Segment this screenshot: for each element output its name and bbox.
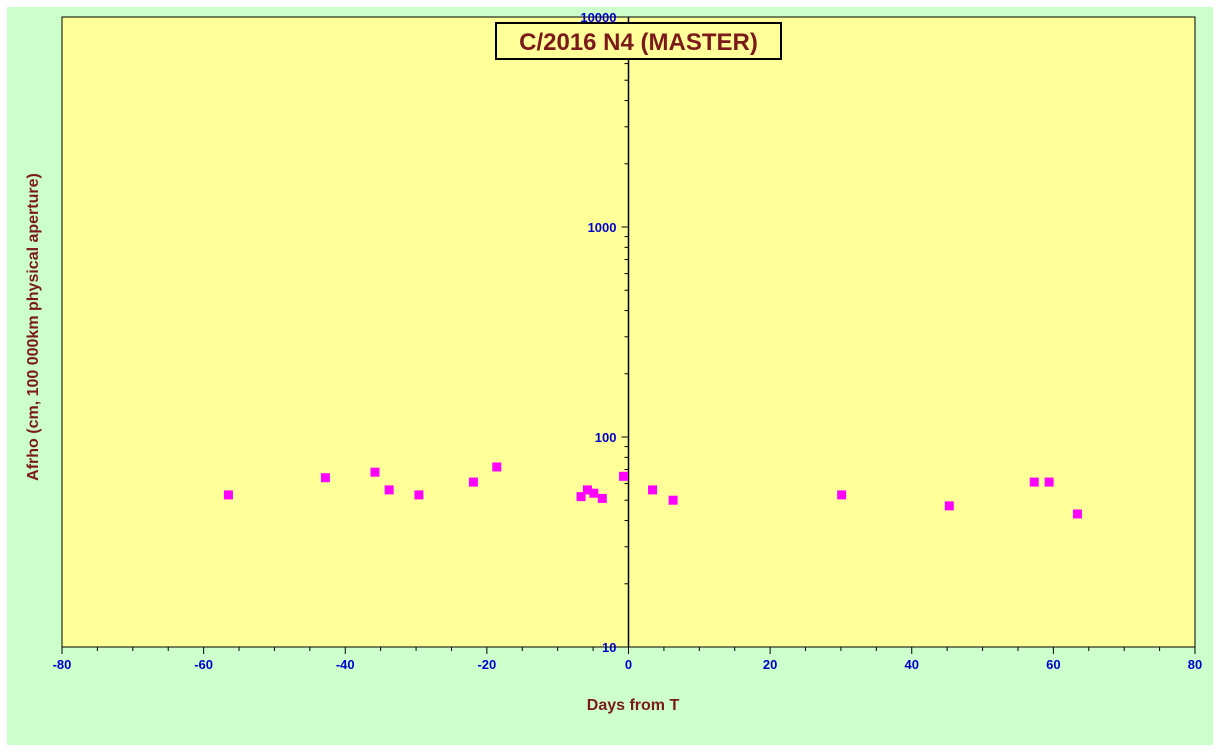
data-point [582,485,592,495]
data-point [576,492,586,502]
y-tick-label: 10 [602,640,616,655]
x-tick-label: -20 [477,657,496,672]
data-point [668,495,678,505]
data-point [468,477,478,487]
data-point [597,493,607,503]
data-point [1072,509,1082,519]
x-tick-label: -60 [194,657,213,672]
data-point [1044,477,1054,487]
data-point [837,490,847,500]
data-point [944,501,954,511]
x-axis-title: Days from T [587,697,680,714]
data-point [1029,477,1039,487]
title-frame [495,22,782,60]
x-tick-label: 60 [1046,657,1060,672]
x-tick-label: -40 [336,657,355,672]
axes: -80 -60 -40 -20 0 20 40 60 80 10 100 1000 10000 [53,10,1203,672]
x-tick-label: 0 [625,657,632,672]
x-tick-label: 80 [1188,657,1202,672]
chart-title: C/2016 N4 (MASTER) [519,29,758,56]
y-tick-label: 10000 [580,10,616,25]
data-point [414,490,424,500]
data-point [492,462,502,472]
y-tick-label: 1000 [588,220,617,235]
data-point [384,485,394,495]
y-axis-title: Afrho (cm, 100 000km physical aperture) [25,173,42,481]
data-point [648,485,658,495]
data-point [619,471,629,481]
data-point [223,490,233,500]
y-tick-label: 100 [595,430,617,445]
x-tick-label: 40 [905,657,919,672]
data-points [223,462,1082,519]
data-point [370,467,380,477]
x-tick-label: 20 [763,657,777,672]
data-point [589,488,599,498]
x-tick-label: -80 [53,657,72,672]
chart-title-box: C/2016 N4 (MASTER) [495,22,782,60]
data-point [320,473,330,483]
